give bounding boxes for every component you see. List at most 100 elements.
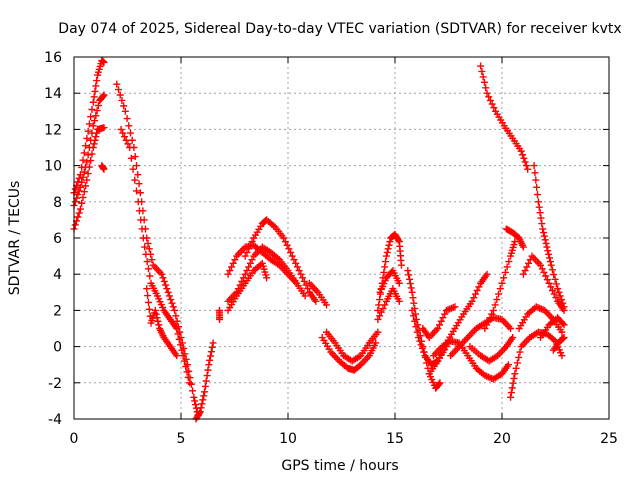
data-point	[189, 387, 197, 395]
data-point	[480, 78, 488, 86]
series-arc-32	[515, 303, 566, 336]
data-point	[505, 258, 513, 266]
data-point	[312, 297, 320, 305]
series-arc-34	[537, 314, 568, 342]
data-point	[531, 169, 539, 177]
data-point	[523, 263, 531, 271]
data-point	[241, 252, 249, 260]
series-arc-8	[192, 339, 217, 423]
data-point	[418, 344, 426, 352]
data-point	[113, 80, 121, 88]
data-point	[532, 176, 540, 184]
data-point	[151, 306, 159, 314]
y-axis-label: SDTVAR / TECUs	[7, 181, 23, 296]
data-point	[241, 270, 249, 278]
data-point	[483, 270, 491, 278]
data-point	[226, 267, 234, 275]
data-point	[84, 170, 92, 178]
data-point	[293, 263, 301, 271]
data-point	[517, 147, 525, 155]
data-point	[190, 393, 198, 401]
data-point	[539, 225, 547, 233]
data-point	[509, 379, 517, 387]
data-point	[323, 301, 331, 309]
data-point	[301, 292, 309, 300]
data-point	[540, 232, 548, 240]
data-point	[473, 286, 481, 294]
data-point	[145, 305, 153, 313]
data-point	[556, 292, 564, 300]
x-tick-label: 20	[493, 431, 511, 447]
data-point	[537, 214, 545, 222]
data-point	[498, 279, 506, 287]
data-point	[115, 86, 123, 94]
data-point	[160, 277, 168, 285]
data-point	[509, 334, 517, 342]
data-point	[163, 285, 171, 293]
data-point	[120, 102, 128, 110]
data-point	[290, 256, 298, 264]
data-point	[93, 107, 101, 115]
data-point	[144, 265, 152, 273]
data-point	[280, 234, 288, 242]
data-point	[550, 271, 558, 279]
data-point	[228, 263, 236, 271]
data-point	[186, 379, 194, 387]
data-point	[555, 288, 563, 296]
data-point	[409, 312, 417, 320]
data-point	[84, 127, 92, 135]
series-arc-35	[549, 334, 568, 354]
series-arc-13	[224, 259, 271, 314]
data-point	[134, 198, 142, 206]
data-point	[143, 285, 151, 293]
series-arc-6	[117, 125, 194, 387]
data-point	[159, 274, 167, 282]
data-point	[297, 270, 305, 278]
data-point	[551, 275, 559, 283]
data-point	[420, 348, 428, 356]
data-point	[549, 286, 557, 294]
y-tick-label: -2	[48, 376, 62, 392]
data-point	[100, 58, 108, 66]
data-point	[124, 140, 132, 148]
data-point	[559, 319, 567, 327]
data-point	[415, 334, 423, 342]
data-point	[116, 91, 124, 99]
data-point	[76, 205, 84, 213]
data-point	[173, 325, 181, 332]
data-point	[439, 314, 447, 322]
data-point	[205, 361, 213, 369]
data-point	[84, 151, 92, 159]
series-arc-4	[98, 162, 108, 173]
data-point	[231, 256, 239, 264]
data-point	[397, 261, 405, 269]
data-point	[285, 245, 293, 253]
data-point	[162, 281, 170, 289]
data-point	[468, 297, 476, 305]
data-point	[201, 388, 209, 396]
data-point	[530, 162, 538, 170]
data-point	[488, 100, 496, 108]
data-point	[123, 115, 131, 123]
data-point	[375, 301, 383, 309]
data-point	[405, 271, 413, 279]
data-point	[540, 229, 548, 237]
data-point	[484, 317, 492, 325]
data-point	[132, 187, 140, 195]
data-point	[374, 328, 382, 336]
y-tick-label: -4	[48, 412, 62, 428]
data-point	[471, 290, 479, 298]
data-point	[135, 207, 143, 215]
data-point	[545, 279, 553, 287]
data-point	[83, 176, 91, 184]
data-point	[394, 236, 402, 244]
data-point	[90, 140, 98, 148]
data-point	[169, 303, 177, 311]
data-point	[395, 279, 403, 287]
data-point	[91, 87, 99, 95]
data-point	[504, 361, 512, 369]
data-point	[100, 124, 108, 132]
x-tick-label: 25	[600, 431, 618, 447]
data-point	[519, 270, 527, 278]
